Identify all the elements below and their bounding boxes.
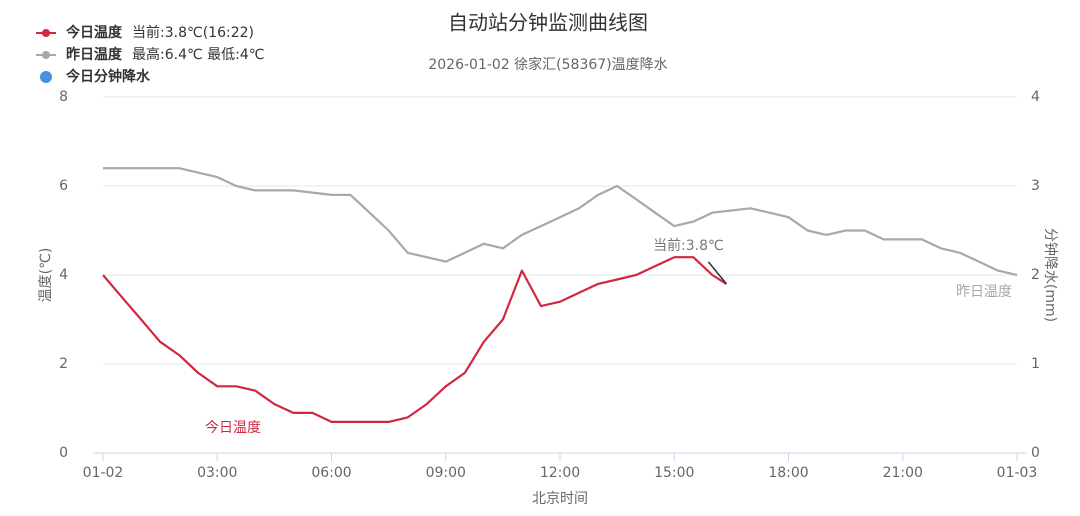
- x-axis-label: 北京时间: [532, 491, 588, 507]
- x-tick-label: 06:00: [311, 465, 351, 481]
- legend-note[interactable]: 当前:3.8℃(16:22): [132, 24, 254, 41]
- annotation: 当前:3.8℃: [653, 237, 724, 254]
- y2-tick-label: 1: [1031, 356, 1040, 372]
- legend-label[interactable]: 昨日温度: [66, 46, 123, 63]
- legend-marker: [42, 51, 50, 59]
- x-tick-label: 12:00: [540, 465, 580, 481]
- legend-label[interactable]: 今日分钟降水: [65, 68, 151, 85]
- legend-marker: [40, 71, 52, 83]
- legend-label[interactable]: 今日温度: [65, 24, 123, 41]
- y2-axis-label: 分钟降水(mm): [1042, 228, 1059, 322]
- series-line: [103, 167, 1018, 277]
- x-tick-label: 09:00: [426, 465, 466, 481]
- y-tick-label: 6: [59, 178, 68, 194]
- chart-subtitle: 2026-01-02 徐家汇(58367)温度降水: [428, 56, 667, 73]
- x-tick-label: 03:00: [197, 465, 237, 481]
- x-tick-label: 01-02: [83, 465, 124, 481]
- y-tick-label: 0: [59, 445, 68, 461]
- y-tick-label: 4: [59, 267, 68, 283]
- x-tick-label: 15:00: [654, 465, 694, 481]
- chart-title: 自动站分钟监测曲线图: [448, 11, 648, 35]
- y-tick-label: 2: [59, 356, 68, 372]
- series-label: 今日温度: [205, 420, 261, 436]
- y2-tick-label: 4: [1031, 89, 1040, 105]
- y2-tick-label: 3: [1031, 178, 1040, 194]
- x-tick-label: 18:00: [768, 465, 808, 481]
- x-tick-label: 21:00: [883, 465, 923, 481]
- y2-tick-label: 0: [1031, 445, 1040, 461]
- series-line: [102, 256, 727, 423]
- y-tick-label: 8: [59, 89, 68, 105]
- legend-note[interactable]: 最高:6.4℃ 最低:4℃: [132, 46, 265, 63]
- y2-tick-label: 2: [1031, 267, 1040, 283]
- series-label: 昨日温度: [956, 284, 1012, 300]
- x-tick-label: 01-03: [997, 465, 1038, 481]
- annotation-arrow: [707, 261, 728, 285]
- legend-marker: [42, 29, 50, 37]
- y-axis-label: 温度(℃): [38, 248, 54, 303]
